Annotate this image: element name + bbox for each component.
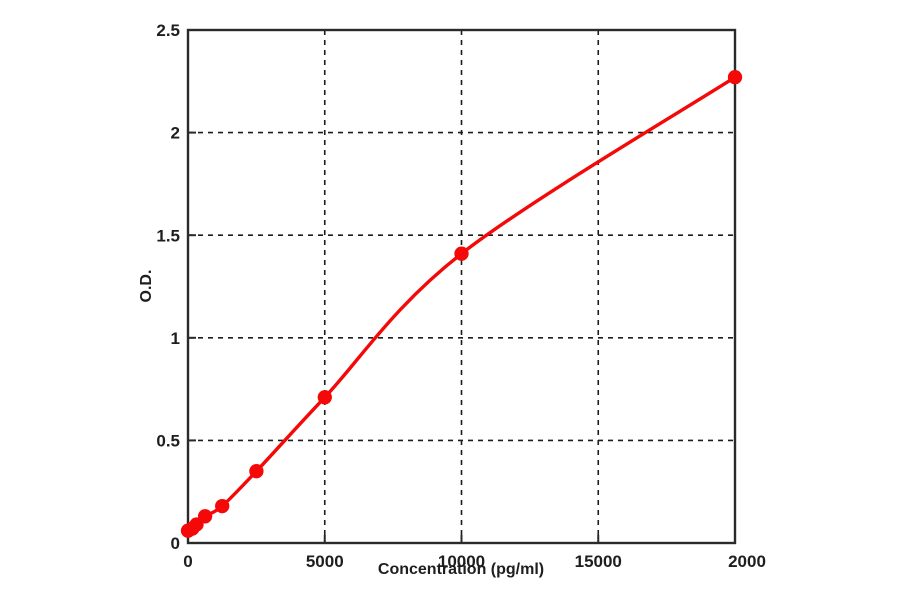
data-point-marker: [317, 390, 332, 405]
data-point-marker: [454, 246, 469, 261]
y-tick-label: 0.5: [156, 432, 180, 451]
x-axis-title: Concentration (pg/ml): [377, 561, 545, 578]
x-tick-label: 2000: [728, 552, 766, 571]
data-point-marker: [197, 509, 213, 524]
y-axis-title: O.D.: [138, 269, 155, 303]
data-point-marker: [189, 517, 204, 532]
x-tick-label: 15000: [575, 552, 622, 571]
y-tick-label: 2: [171, 124, 180, 143]
x-tick-label: 10000: [438, 552, 485, 571]
data-point-marker: [215, 498, 230, 514]
y-tick-label: 2.5: [156, 21, 180, 40]
data-point-marker: [249, 464, 264, 479]
plot-border: [186, 28, 737, 545]
x-tick-label: 0: [183, 552, 192, 571]
y-tick-label: 1.5: [156, 226, 180, 245]
x-tick-label: 5000: [306, 552, 344, 571]
y-tick-label: 1: [171, 329, 180, 348]
y-tick-label: 0: [171, 534, 180, 553]
data-point-marker: [727, 70, 743, 85]
